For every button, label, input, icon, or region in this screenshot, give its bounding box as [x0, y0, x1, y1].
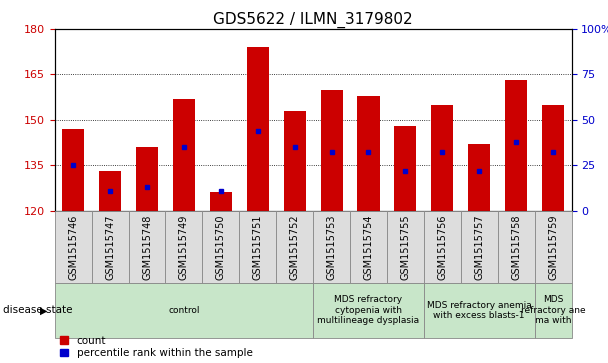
Text: GSM1515754: GSM1515754: [364, 214, 373, 280]
Bar: [320, 90, 343, 211]
Bar: [276, 211, 313, 283]
Bar: [395, 126, 416, 211]
Text: GSM1515746: GSM1515746: [68, 214, 78, 280]
Text: GSM1515747: GSM1515747: [105, 214, 115, 280]
Bar: [173, 99, 195, 211]
Text: GSM1515759: GSM1515759: [548, 214, 558, 280]
Text: control: control: [168, 306, 199, 315]
Text: GSM1515757: GSM1515757: [474, 214, 484, 280]
Bar: [202, 211, 240, 283]
Bar: [542, 105, 564, 211]
Text: GSM1515755: GSM1515755: [401, 214, 410, 280]
Legend: count, percentile rank within the sample: count, percentile rank within the sample: [60, 336, 252, 358]
Text: MDS refractory anemia
with excess blasts-1: MDS refractory anemia with excess blasts…: [427, 301, 531, 320]
Bar: [468, 144, 490, 211]
Bar: [247, 47, 269, 211]
Bar: [55, 283, 313, 338]
Bar: [313, 211, 350, 283]
Bar: [424, 283, 534, 338]
Text: MDS
refractory ane
ma with: MDS refractory ane ma with: [520, 295, 586, 325]
Title: GDS5622 / ILMN_3179802: GDS5622 / ILMN_3179802: [213, 12, 413, 28]
Text: GSM1515750: GSM1515750: [216, 214, 226, 280]
Bar: [424, 211, 461, 283]
Bar: [534, 211, 572, 283]
Text: GSM1515752: GSM1515752: [289, 214, 300, 280]
Text: GSM1515748: GSM1515748: [142, 214, 152, 280]
Bar: [283, 111, 306, 211]
Bar: [498, 211, 534, 283]
Text: MDS refractory
cytopenia with
multilineage dysplasia: MDS refractory cytopenia with multilinea…: [317, 295, 420, 325]
Bar: [240, 211, 276, 283]
Bar: [350, 211, 387, 283]
Bar: [461, 211, 498, 283]
Bar: [165, 211, 202, 283]
Text: ▶: ▶: [40, 305, 47, 315]
Bar: [62, 129, 85, 211]
Bar: [534, 283, 572, 338]
Bar: [358, 95, 379, 211]
Bar: [128, 211, 165, 283]
Bar: [505, 81, 527, 211]
Text: GSM1515751: GSM1515751: [253, 214, 263, 280]
Bar: [136, 147, 158, 211]
Bar: [99, 171, 121, 211]
Text: GSM1515749: GSM1515749: [179, 214, 189, 280]
Bar: [92, 211, 128, 283]
Text: GSM1515753: GSM1515753: [326, 214, 337, 280]
Text: GSM1515758: GSM1515758: [511, 214, 521, 280]
Bar: [210, 192, 232, 211]
Text: GSM1515756: GSM1515756: [437, 214, 447, 280]
Bar: [55, 211, 92, 283]
Bar: [313, 283, 424, 338]
Bar: [387, 211, 424, 283]
Bar: [431, 105, 454, 211]
Text: disease state: disease state: [3, 305, 72, 315]
